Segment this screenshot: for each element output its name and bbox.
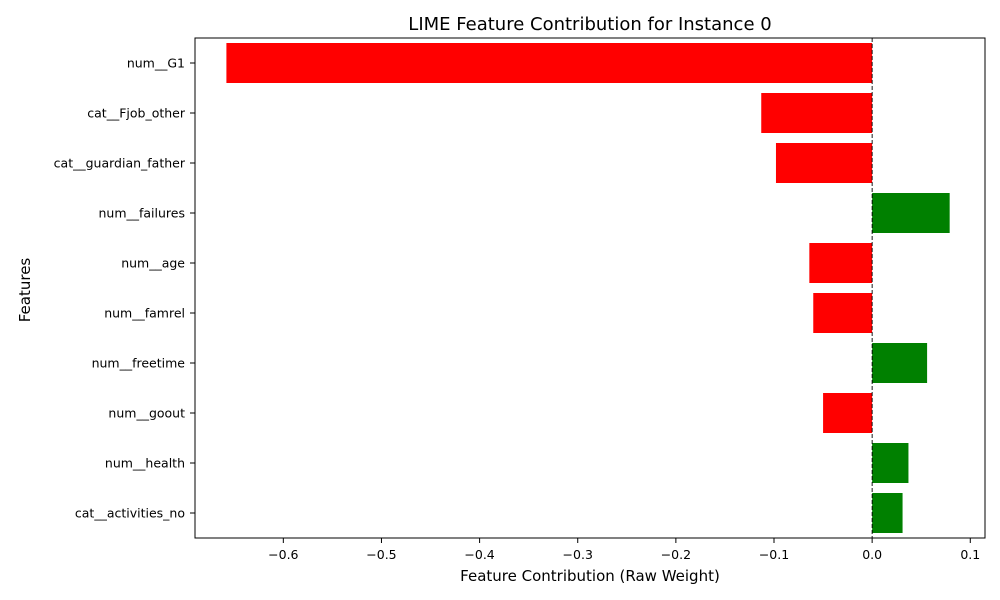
y-tick-label-1: cat__Fjob_other <box>87 106 186 121</box>
bar-1 <box>761 93 873 133</box>
bar-7 <box>823 393 873 433</box>
y-tick-label-3: num__failures <box>98 206 185 221</box>
x-tick-label-1: −0.5 <box>366 547 396 562</box>
bar-5 <box>813 293 873 333</box>
y-tick-label-2: cat__guardian_father <box>54 156 186 171</box>
y-tick-label-4: num__age <box>121 256 185 271</box>
bar-6 <box>872 343 928 383</box>
bar-2 <box>775 143 873 183</box>
x-tick-label-5: −0.1 <box>759 547 789 562</box>
x-tick-label-0: −0.6 <box>268 547 298 562</box>
y-tick-label-0: num__G1 <box>127 56 185 71</box>
x-tick-label-4: −0.2 <box>661 547 691 562</box>
plot-area: −0.6 −0.5 −0.4 −0.3 −0.2 −0.1 0.0 0.1 num__G1cat… <box>54 37 986 562</box>
axes-frame <box>194 37 986 539</box>
x-tick-label-3: −0.3 <box>563 547 593 562</box>
y-tick-label-5: num__famrel <box>104 306 185 321</box>
y-tick-label-9: cat__activities_no <box>75 506 185 521</box>
chart-title: LIME Feature Contribution for Instance 0 <box>408 14 771 35</box>
bar-8 <box>872 443 909 483</box>
bar-4 <box>809 243 873 283</box>
y-axis-label: Features <box>16 258 34 323</box>
x-tick-label-2: −0.4 <box>464 547 494 562</box>
x-axis-label: Feature Contribution (Raw Weight) <box>460 567 720 585</box>
y-tick-label-8: num__health <box>105 456 185 471</box>
y-tick-label-7: num__goout <box>108 406 185 421</box>
bar-9 <box>872 493 903 533</box>
bar-3 <box>872 193 950 233</box>
x-tick-label-7: 0.1 <box>960 547 980 562</box>
y-tick-label-6: num__freetime <box>92 356 186 371</box>
x-tick-label-6: 0.0 <box>862 547 882 562</box>
bar-0 <box>226 43 873 83</box>
